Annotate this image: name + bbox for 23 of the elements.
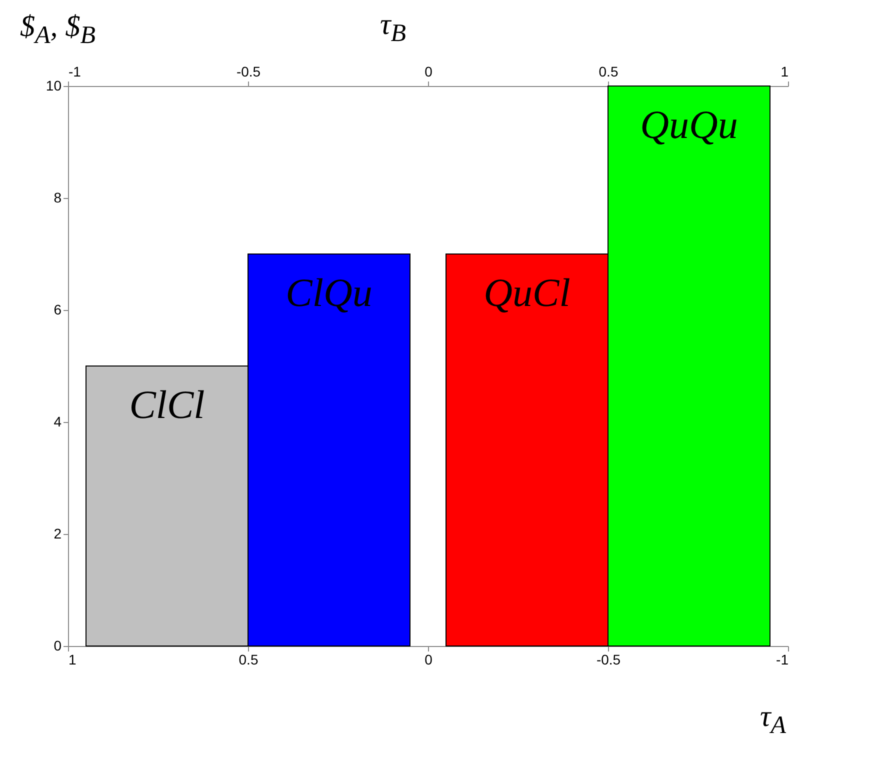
x-tick-label: -1 [776, 652, 789, 668]
x-axis-title: τ$_{A}$ [760, 700, 786, 740]
x-tick-label: 1 [68, 652, 76, 668]
data-label: ClCl [129, 382, 205, 427]
x2-tick-label: 1 [780, 64, 789, 80]
y-tick-label: 0 [54, 638, 62, 654]
data-label: QuQu [640, 102, 738, 147]
x-tick-label: -0.5 [596, 652, 621, 668]
x2-axis-title: τ$_{B}$ [380, 8, 406, 48]
x2-tick-label: -0.5 [236, 64, 261, 80]
x2-tick-label: 0.5 [598, 64, 618, 80]
data-label: ClQu [286, 270, 372, 315]
y-axis-title: $$_{A}$, $$_{B}$ [20, 10, 96, 50]
y-tick-label: 10 [46, 78, 62, 94]
data-label: QuCl [484, 270, 570, 315]
x2-tick-label: -1 [68, 64, 82, 80]
x-tick-label: 0 [424, 652, 433, 668]
y-tick-label: 4 [54, 414, 62, 430]
y-tick-label: 6 [54, 302, 62, 318]
y-tick-label: 2 [54, 526, 62, 542]
x-tick-label: 0.5 [238, 652, 258, 668]
y-tick-label: 8 [54, 190, 62, 206]
x2-tick-label: 0 [424, 64, 433, 80]
